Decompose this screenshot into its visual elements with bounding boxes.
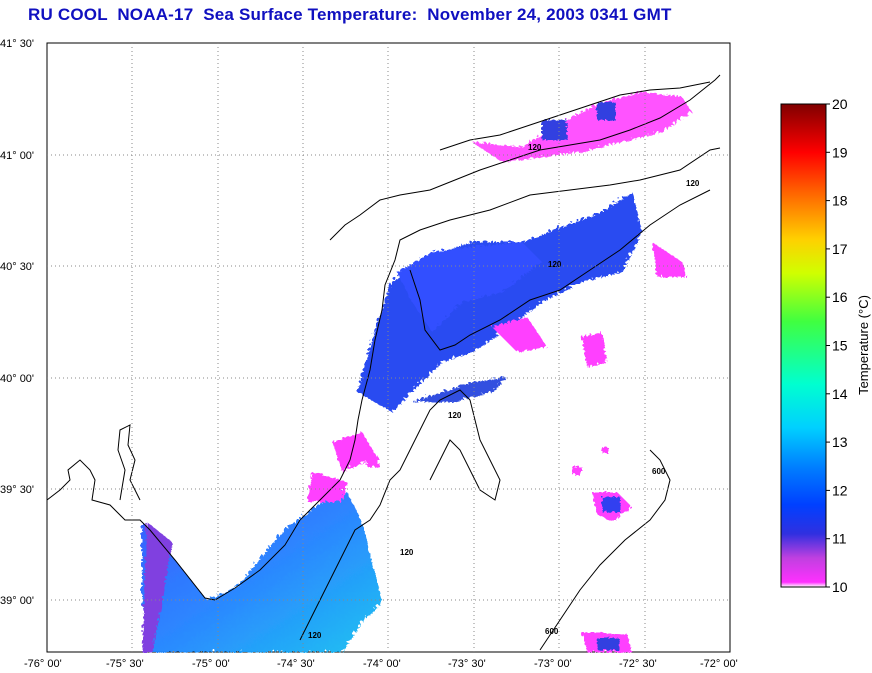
colorbar-tick-label: 17 xyxy=(832,241,848,257)
latitude-labels: 41° 30' 41° 00' 40° 30' 40° 00' 39° 30' … xyxy=(0,38,34,607)
svg-text:120: 120 xyxy=(548,260,562,269)
colorbar-tick-label: 18 xyxy=(832,193,848,209)
svg-text:120: 120 xyxy=(448,411,462,420)
graticule xyxy=(47,43,730,652)
lat-label: 41° 30' xyxy=(0,38,34,50)
lon-label: -75° 00' xyxy=(192,658,230,670)
lon-label: -72° 30' xyxy=(619,658,657,670)
lon-label: -72° 00' xyxy=(700,658,738,670)
svg-text:120: 120 xyxy=(308,631,322,640)
svg-text:120: 120 xyxy=(528,143,542,152)
lon-label: -75° 30' xyxy=(106,658,144,670)
colorbar-tick-label: 19 xyxy=(832,144,848,160)
colorbar: 20 19 18 17 16 15 14 13 12 11 10 Temperature (°C) xyxy=(780,96,871,595)
lat-label: 41° 00' xyxy=(0,150,34,162)
lon-label: -74° 00' xyxy=(363,658,401,670)
longitude-labels: -76° 00' -75° 30' -75° 00' -74° 30' -74°… xyxy=(24,658,738,670)
colorbar-tick-label: 14 xyxy=(832,386,848,402)
bathymetry-contours xyxy=(299,189,711,651)
colorbar-tick-label: 10 xyxy=(832,579,848,595)
map-title: RU COOL NOAA-17 Sea Surface Temperature:… xyxy=(28,5,672,24)
colorbar-tick-label: 13 xyxy=(832,434,848,450)
colorbar-gradient xyxy=(780,103,827,588)
colorbar-title: Temperature (°C) xyxy=(856,295,871,395)
svg-text:600: 600 xyxy=(545,627,559,636)
lat-label: 40° 00' xyxy=(0,373,34,385)
colorbar-tick-label: 16 xyxy=(832,289,848,305)
lon-label: -73° 30' xyxy=(448,658,486,670)
colorbar-ticks: 20 19 18 17 16 15 14 13 12 11 10 xyxy=(826,96,848,595)
colorbar-tick-label: 20 xyxy=(832,96,848,112)
lat-label: 39° 00' xyxy=(0,595,34,607)
colorbar-tick-label: 12 xyxy=(832,482,848,498)
lon-label: -76° 00' xyxy=(24,658,62,670)
contour-labels: 120 120 120 120 120 120 600 600 xyxy=(308,143,700,640)
lon-label: -73° 00' xyxy=(534,658,572,670)
svg-text:120: 120 xyxy=(686,179,700,188)
coastline xyxy=(46,74,721,601)
lat-label: 40° 30' xyxy=(0,261,34,273)
lat-label: 39° 30' xyxy=(0,484,34,496)
lon-label: -74° 30' xyxy=(277,658,315,670)
colorbar-tick-label: 11 xyxy=(832,531,847,547)
svg-text:600: 600 xyxy=(652,467,666,476)
svg-text:120: 120 xyxy=(400,548,414,557)
colorbar-tick-label: 15 xyxy=(832,338,848,354)
